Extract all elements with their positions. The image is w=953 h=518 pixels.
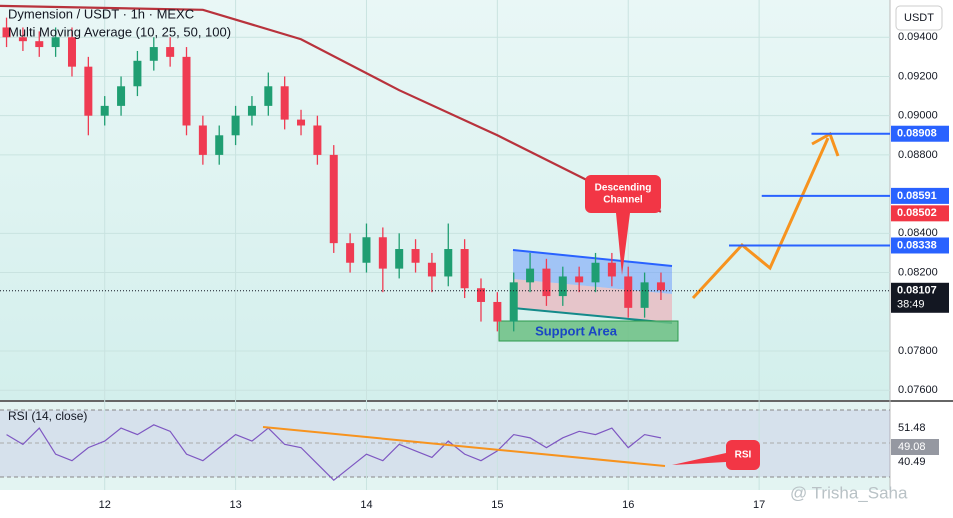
candle-body xyxy=(149,47,158,61)
level-label: 0.08591 xyxy=(897,190,937,202)
ma-label: 0.08502 xyxy=(897,207,937,219)
rsi-title: RSI (14, close) xyxy=(8,409,87,423)
candle-body xyxy=(575,276,584,283)
countdown: 38:49 xyxy=(897,299,925,311)
x-tick-label: 17 xyxy=(753,499,765,511)
current-price-box xyxy=(891,282,949,313)
candle-body xyxy=(166,47,175,57)
candle-body xyxy=(297,119,306,126)
candle-body xyxy=(198,125,207,155)
candle-body xyxy=(346,243,355,263)
candle-body xyxy=(264,86,273,106)
x-tick-label: 16 xyxy=(622,499,634,511)
candle-body xyxy=(542,268,551,297)
candle-body xyxy=(84,66,93,116)
chart-title: Dymension / USDT · 1h · MEXC xyxy=(8,6,194,21)
projection xyxy=(691,137,830,300)
candle-body xyxy=(656,282,665,291)
channel-lower xyxy=(513,279,672,323)
candle-body xyxy=(460,249,469,289)
rsi-label: 51.48 xyxy=(898,422,926,434)
support-label: Support Area xyxy=(535,323,618,338)
x-tick-label: 15 xyxy=(491,499,503,511)
channel-label: Descending xyxy=(595,183,652,194)
candle-body xyxy=(411,249,420,263)
candle-body xyxy=(607,262,616,277)
candle-body xyxy=(100,105,109,116)
candle-body xyxy=(247,105,256,116)
candle-body xyxy=(329,154,338,244)
rsi-label: 49.08 xyxy=(898,441,926,453)
candle-body xyxy=(2,27,11,38)
level-label: 0.08908 xyxy=(897,128,937,140)
candle-body xyxy=(362,237,371,263)
candle-body xyxy=(493,301,502,322)
rsi-line xyxy=(6,424,662,482)
level-label-box xyxy=(891,187,949,204)
candle-body xyxy=(591,262,600,283)
rsi-label: 40.49 xyxy=(898,456,926,468)
candle-body xyxy=(476,288,485,302)
candle-body xyxy=(427,262,436,277)
y-tick-label: 0.09400 xyxy=(898,31,938,43)
rsi-callout-label: RSI xyxy=(735,450,752,461)
current-price-label: 0.08107 xyxy=(897,285,937,297)
candle-body xyxy=(231,115,240,136)
level-label-box xyxy=(891,125,949,142)
candle-body xyxy=(526,268,535,283)
watermark: @ Trisha_Saha xyxy=(790,483,908,502)
x-tick-label: 13 xyxy=(229,499,241,511)
candle-body xyxy=(378,237,387,269)
channel-callout xyxy=(585,175,661,275)
candle-body xyxy=(640,282,649,308)
level-label: 0.08338 xyxy=(897,239,937,251)
candle-body xyxy=(509,282,518,322)
y-tick-label: 0.08200 xyxy=(898,266,938,278)
candle-body xyxy=(444,249,453,277)
channel-label: Channel xyxy=(603,195,643,206)
rsi-callout xyxy=(672,440,760,470)
currency-button-label[interactable]: USDT xyxy=(904,12,934,24)
candle-body xyxy=(182,56,191,126)
candle-body xyxy=(624,276,633,308)
y-tick-label: 0.09200 xyxy=(898,70,938,82)
candle-body xyxy=(133,60,142,87)
candle-body xyxy=(67,37,76,67)
y-tick-label: 0.07800 xyxy=(898,345,938,357)
candle-body xyxy=(313,125,322,155)
candle-body xyxy=(51,37,60,48)
candle-body xyxy=(395,249,404,269)
candle-body xyxy=(117,86,126,106)
price-pane xyxy=(0,0,890,400)
y-tick-label: 0.07600 xyxy=(898,384,938,396)
ma-label-box xyxy=(891,205,949,222)
currency-button[interactable] xyxy=(895,5,943,31)
y-tick-label: 0.08800 xyxy=(898,149,938,161)
candle-body xyxy=(215,135,224,155)
x-tick-label: 14 xyxy=(360,499,372,511)
y-tick-label: 0.08400 xyxy=(898,227,938,239)
candle-body xyxy=(35,41,44,48)
rsi-trendline xyxy=(262,426,666,467)
x-tick-label: 12 xyxy=(99,499,111,511)
indicator-title: Multi Moving Average (10, 25, 50, 100) xyxy=(8,24,231,39)
candle-body xyxy=(280,86,289,120)
candle-body xyxy=(18,37,27,42)
channel-top xyxy=(512,249,673,267)
support-box xyxy=(498,320,679,342)
y-tick-label: 0.09000 xyxy=(898,110,938,122)
rsi-value-box xyxy=(891,439,939,455)
level-label-box xyxy=(891,237,949,254)
candle-body xyxy=(558,276,567,297)
